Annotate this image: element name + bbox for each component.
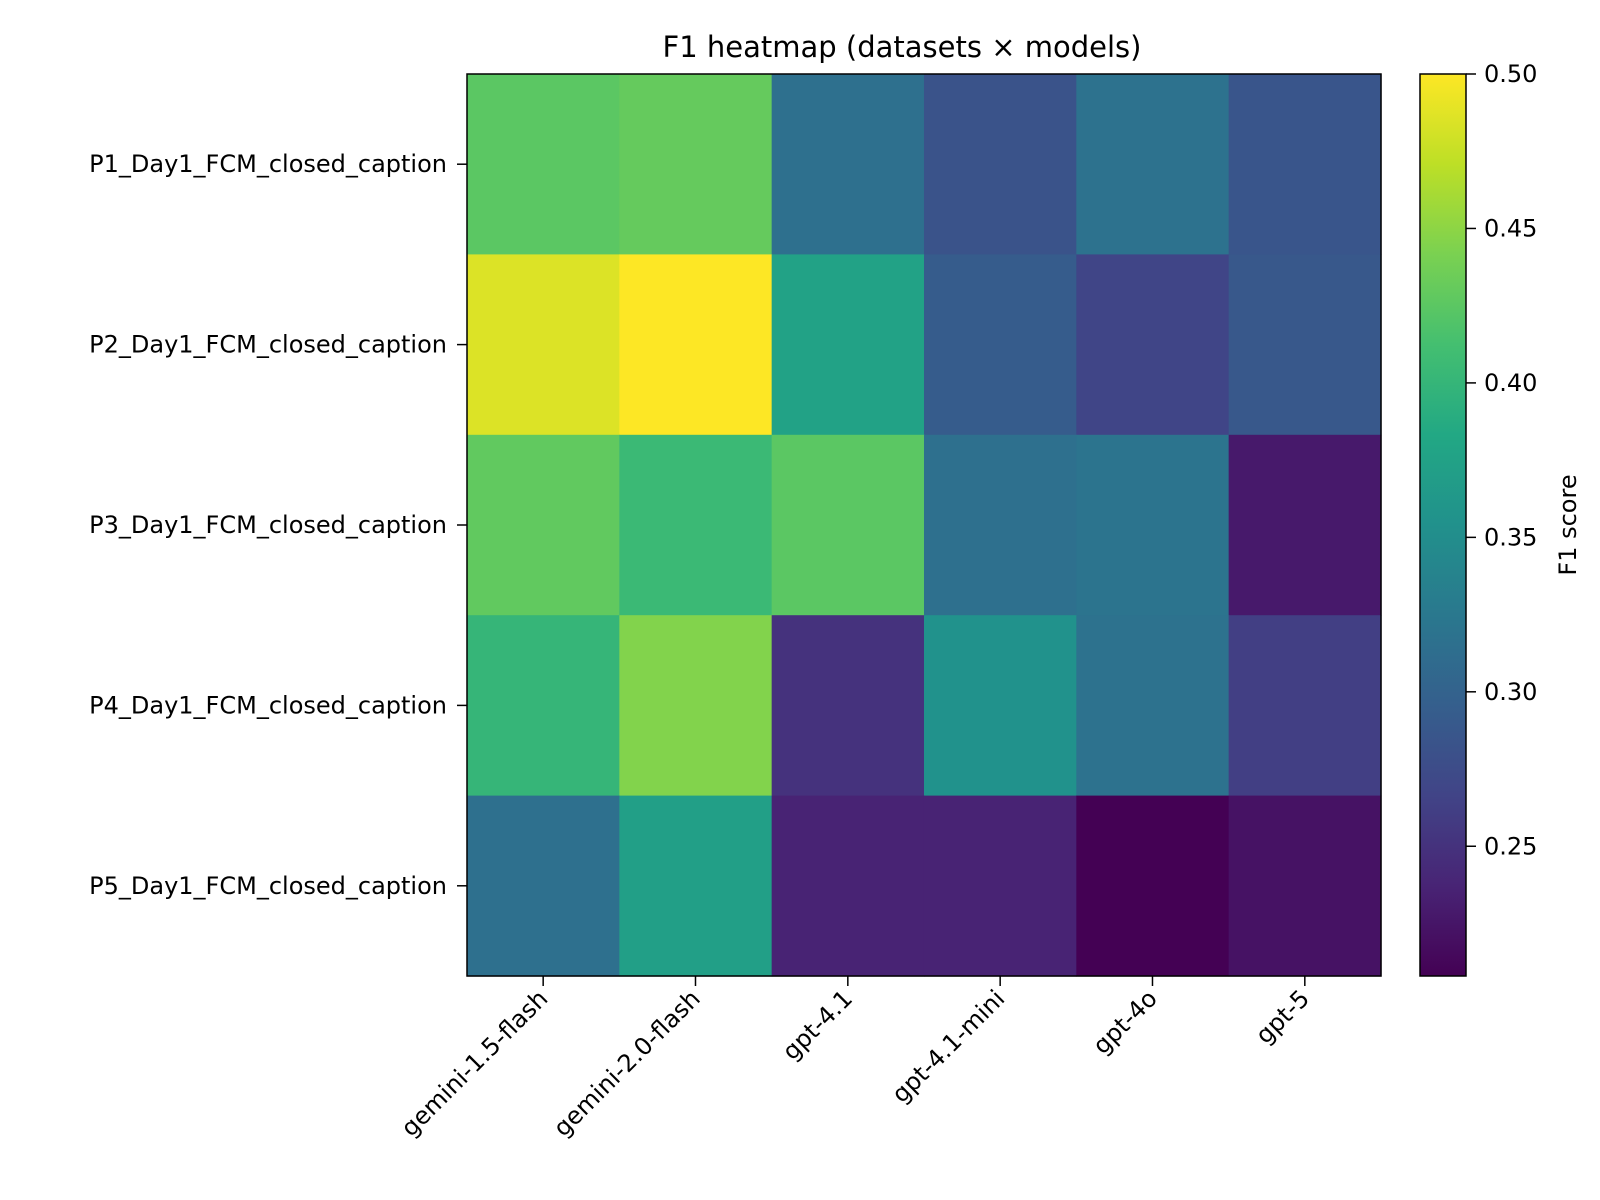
colorbar-tick-label: 0.50: [1484, 60, 1537, 88]
heatmap-cell-r2-c3: [771, 254, 925, 436]
heatmap-cells: [467, 74, 1382, 977]
colorbar-tick-label: 0.40: [1484, 369, 1537, 397]
heatmap-cell-r2-c4: [923, 254, 1077, 436]
heatmap-cell-r5-c3: [771, 795, 925, 977]
colorbar: 0.25 0.30 0.35 0.40 0.45 0.50 F1 score: [1419, 60, 1582, 977]
heatmap-cell-r2-c1: [467, 254, 620, 436]
y-tick-label: P4_Day1_FCM_closed_caption: [89, 691, 447, 719]
chart-title: F1 heatmap (datasets × models): [663, 30, 1142, 64]
colorbar-tick-label: 0.45: [1484, 214, 1537, 242]
heatmap-cell-r4-c5: [1076, 615, 1230, 797]
heatmap-cell-r3-c3: [771, 434, 925, 616]
heatmap-cell-r4-c3: [771, 615, 925, 797]
heatmap-cell-r1-c6: [1228, 74, 1382, 255]
y-tick-label: P5_Day1_FCM_closed_caption: [89, 872, 447, 900]
heatmap-cell-r5-c4: [923, 795, 1077, 977]
heatmap-cell-r5-c6: [1228, 795, 1382, 977]
heatmap-cell-r4-c1: [467, 615, 620, 797]
y-tick-label: P1_Day1_FCM_closed_caption: [89, 150, 447, 178]
colorbar-tick-label: 0.35: [1484, 523, 1537, 551]
heatmap-cell-r5-c5: [1076, 795, 1230, 977]
y-tick-label: P2_Day1_FCM_closed_caption: [89, 331, 447, 359]
heatmap-cell-r3-c5: [1076, 434, 1230, 616]
heatmap-cell-r1-c3: [771, 74, 925, 255]
x-tick-label: gemini-2.0-flash: [548, 984, 706, 1142]
colorbar-gradient: [1419, 73, 1467, 977]
heatmap-cell-r2-c5: [1076, 254, 1230, 436]
heatmap-cell-r2-c6: [1228, 254, 1382, 436]
heatmap-cell-r1-c2: [619, 74, 773, 255]
y-tick-label: P3_Day1_FCM_closed_caption: [89, 511, 447, 539]
heatmap-cell-r4-c2: [619, 615, 773, 797]
heatmap-cell-r1-c5: [1076, 74, 1230, 255]
x-tick-label: gpt-5: [1250, 984, 1315, 1049]
heatmap-cell-r3-c2: [619, 434, 773, 616]
heatmap-cell-r2-c2: [619, 254, 773, 436]
x-tick-label: gemini-1.5-flash: [396, 984, 554, 1142]
colorbar-tick-label: 0.30: [1484, 678, 1537, 706]
colorbar-label: F1 score: [1554, 474, 1582, 575]
x-tick-label: gpt-4o: [1087, 984, 1162, 1059]
y-axis-ticks: P1_Day1_FCM_closed_caption P2_Day1_FCM_cl…: [89, 150, 467, 900]
heatmap-cell-r5-c2: [619, 795, 773, 977]
heatmap-cell-r1-c1: [467, 74, 620, 255]
heatmap-cell-r3-c6: [1228, 434, 1382, 616]
heatmap-cell-r4-c6: [1228, 615, 1382, 797]
x-tick-label: gpt-4.1-mini: [886, 984, 1010, 1108]
colorbar-tick-label: 0.25: [1484, 832, 1537, 860]
heatmap-cell-r5-c1: [467, 795, 620, 977]
heatmap-cell-r4-c4: [923, 615, 1077, 797]
heatmap-cell-r3-c4: [923, 434, 1077, 616]
x-tick-label: gpt-4.1: [777, 984, 858, 1065]
heatmap-cell-r3-c1: [467, 434, 620, 616]
heatmap-cell-r1-c4: [923, 74, 1077, 255]
